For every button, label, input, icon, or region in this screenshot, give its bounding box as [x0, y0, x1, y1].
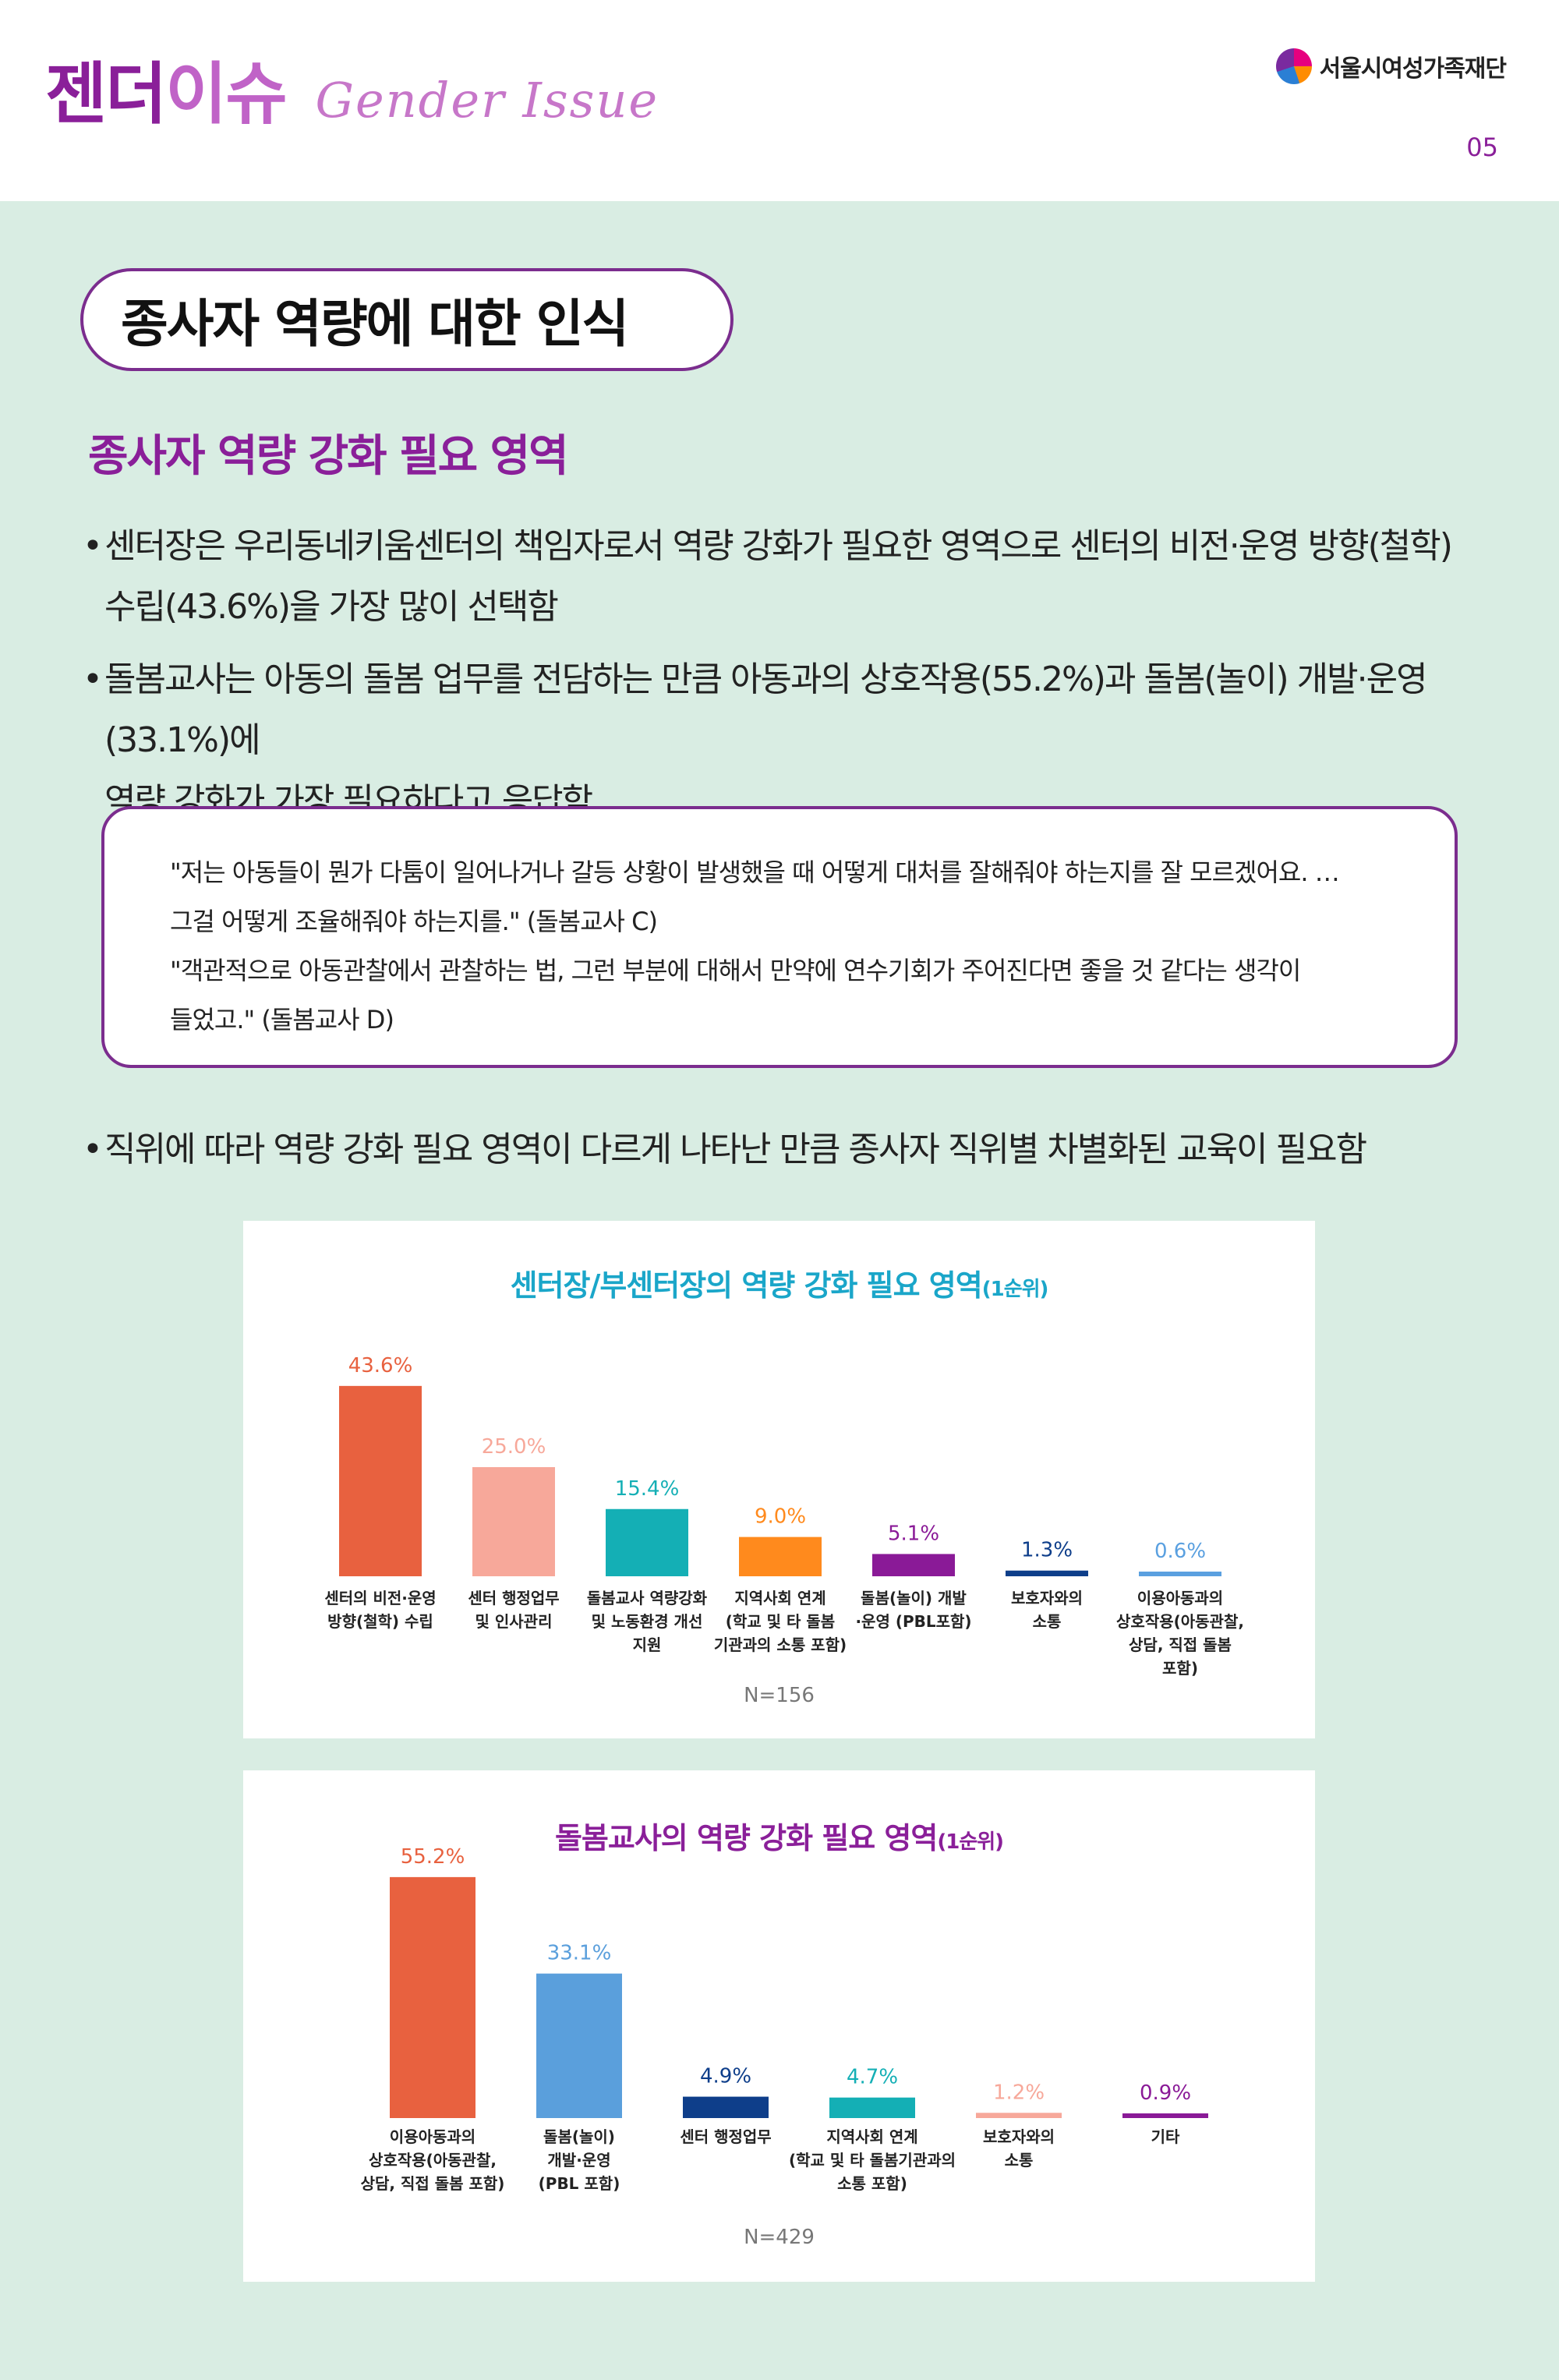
- bullet-mark: •: [83, 526, 103, 566]
- brand-logo: 젠더이슈 Gender Issue: [45, 39, 659, 136]
- organization-logo-icon: [1275, 48, 1312, 84]
- bullet-line: 직위에 따라 역량 강화 필요 영역이 다르게 나타난 만큼 종사자 직위별 차…: [104, 1130, 1367, 1169]
- category-label: ·운영 (PBL포함): [855, 1612, 971, 1631]
- bar-7: [1139, 1572, 1221, 1576]
- sample-size-label: N=429: [744, 2226, 815, 2249]
- quote-line: 그걸 어떻게 조율해줘야 하는지를." (돌봄교사 C): [170, 907, 658, 936]
- bullet-line: 수립(43.6%)을 가장 많이 선택함: [104, 587, 559, 627]
- bullet-line: 돌봄교사는 아동의 돌봄 업무를 전담하는 만큼 아동과의 상호작용(55.2%…: [104, 660, 1428, 760]
- value-label: 4.9%: [700, 2065, 751, 2088]
- bar-6: [1122, 2113, 1208, 2118]
- category-label: 상담, 직접 돌봄 포함): [361, 2174, 505, 2193]
- category-label: 상호작용(아동관찰,: [1116, 1612, 1244, 1631]
- category-label: 돌봄교사 역량강화: [587, 1589, 708, 1607]
- page-header: 젠더이슈 Gender Issue 서울시여성가족재단 05: [0, 0, 1559, 201]
- value-label: 55.2%: [401, 1845, 465, 1869]
- category-label: 포함): [1162, 1659, 1198, 1678]
- organization: 서울시여성가족재단: [1275, 48, 1507, 84]
- category-label: (학교 및 타 돌봄기관과의: [789, 2151, 956, 2170]
- bar-4: [829, 2097, 915, 2118]
- brand-title: 젠더이슈: [45, 55, 288, 133]
- category-label: 상담, 직접 돌봄: [1129, 1636, 1232, 1654]
- bullet-item: • 돌봄교사는 아동의 돌봄 업무를 전담하는 만큼 아동과의 상호작용(55.…: [83, 649, 1486, 832]
- bar-5: [976, 2113, 1062, 2118]
- category-label: 기관과의 소통 포함): [714, 1636, 847, 1654]
- page-number: 05: [1466, 133, 1498, 162]
- bullet-line: 센터장은 우리동네키움센터의 책임자로서 역량 강화가 필요한 영역으로 센터의…: [104, 526, 1453, 566]
- category-label: 지역사회 연계: [826, 2127, 917, 2146]
- bar-2: [536, 1973, 622, 2118]
- category-label: 지역사회 연계: [734, 1589, 825, 1607]
- bullet-mark: •: [83, 660, 103, 699]
- category-label: 이용아동과의: [390, 2127, 475, 2146]
- category-label: 기타: [1151, 2127, 1180, 2146]
- category-label: 개발·운영: [547, 2151, 610, 2170]
- category-label: 센터 행정업무: [468, 1589, 559, 1607]
- bar-6: [1006, 1570, 1088, 1576]
- category-label: 보호자와의: [1011, 1589, 1083, 1607]
- bar-3: [683, 2096, 769, 2118]
- category-label: 돌봄(놀이): [543, 2127, 615, 2146]
- category-label: (학교 및 타 돌봄: [726, 1612, 835, 1631]
- bullet-item: • 센터장은 우리동네키움센터의 책임자로서 역량 강화가 필요한 영역으로 센…: [83, 516, 1486, 638]
- category-label: 소통: [1033, 1612, 1062, 1631]
- category-label: 및 노동환경 개선: [592, 1612, 703, 1631]
- chart-title: 돌봄교사의 역량 강화 필요 영역(1순위): [554, 1821, 1004, 1855]
- organization-name: 서울시여성가족재단: [1319, 55, 1507, 83]
- category-label: 이용아동과의: [1137, 1589, 1223, 1607]
- value-label: 25.0%: [482, 1435, 546, 1459]
- bar-3: [606, 1508, 688, 1576]
- bar-1: [390, 1876, 475, 2118]
- category-label: 소통: [1005, 2151, 1034, 2170]
- bar-2: [472, 1467, 555, 1576]
- bar-4: [739, 1537, 822, 1576]
- section-title: 종사자 역량에 대한 인식: [80, 268, 734, 371]
- bullet-mark: •: [83, 1130, 103, 1169]
- category-label: 센터의 비전·운영: [324, 1589, 436, 1607]
- category-label: 지원: [633, 1636, 662, 1654]
- value-label: 33.1%: [547, 1942, 612, 1965]
- bullet-item: • 직위에 따라 역량 강화 필요 영역이 다르게 나타난 만큼 종사자 직위별…: [83, 1119, 1486, 1180]
- value-label: 4.7%: [847, 2066, 898, 2089]
- subtitle: 종사자 역량 강화 필요 영역: [88, 431, 569, 482]
- value-label: 0.9%: [1140, 2081, 1191, 2105]
- category-label: 돌봄(놀이) 개발: [861, 1589, 967, 1607]
- category-label: 센터 행정업무: [680, 2127, 771, 2146]
- manager-chart-card: 센터장/부센터장의 역량 강화 필요 영역(1순위) 43.6% 센터의 비전·운…: [243, 1221, 1315, 1738]
- category-label: 상호작용(아동관찰,: [369, 2151, 497, 2170]
- brand-subtitle: Gender Issue: [315, 72, 659, 129]
- quote-line: "객관적으로 아동관찰에서 관찰하는 법, 그런 부분에 대해서 만약에 연수기…: [170, 956, 1301, 985]
- category-label: 방향(철학) 수립: [327, 1612, 433, 1631]
- value-label: 0.6%: [1154, 1540, 1206, 1563]
- value-label: 9.0%: [755, 1505, 806, 1529]
- quote-line: 들었고." (돌봄교사 D): [170, 1005, 394, 1034]
- value-label: 5.1%: [888, 1522, 939, 1545]
- bar-5: [872, 1554, 955, 1576]
- value-label: 1.2%: [993, 2081, 1045, 2104]
- chart-title: 센터장/부센터장의 역량 강화 필요 영역(1순위): [510, 1268, 1049, 1303]
- category-label: (PBL 포함): [539, 2174, 620, 2193]
- interview-quote-box: "저는 아동들이 뭔가 다툼이 일어나거나 갈등 상황이 발생했을 때 어떻게 …: [101, 806, 1458, 1068]
- value-label: 1.3%: [1021, 1539, 1073, 1562]
- bar-1: [339, 1385, 422, 1576]
- category-label: 및 인사관리: [475, 1612, 553, 1631]
- quote-line: "저는 아동들이 뭔가 다툼이 일어나거나 갈등 상황이 발생했을 때 어떻게 …: [170, 858, 1340, 887]
- category-label: 보호자와의: [983, 2127, 1055, 2146]
- value-label: 15.4%: [615, 1477, 680, 1501]
- sample-size-label: N=156: [744, 1684, 815, 1707]
- value-label: 43.6%: [348, 1354, 413, 1377]
- category-label: 소통 포함): [837, 2174, 907, 2193]
